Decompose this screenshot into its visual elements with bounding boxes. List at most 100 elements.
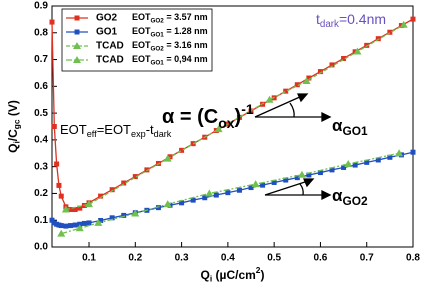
text-part: = 0,94 nm [164,54,208,64]
text-part: ) [260,268,264,282]
x-axis-label: Qi (µC/cm2) [201,265,265,283]
angle-arrows [254,93,332,201]
point [225,121,231,127]
point [86,220,92,226]
point [294,175,300,181]
text-part: α [332,116,343,135]
point [190,197,196,203]
arrow [254,95,303,118]
point [109,215,115,221]
y-axis-label: Qi/Cgc (V) [6,100,22,153]
point [72,222,78,228]
y-tick-label: 0.4 [34,135,48,146]
point [121,212,127,218]
text-part: EOT [132,40,151,50]
text-part: ) [235,106,242,128]
text-part: EOT [132,54,151,64]
text-part: i [12,141,22,143]
point [283,177,289,183]
point [81,220,87,226]
point [63,223,69,229]
y-tick-label: 0.2 [34,188,48,199]
point [57,229,66,237]
series-line [61,152,400,235]
point [317,69,323,75]
y-tick-label: 0.3 [34,161,48,172]
arrow-head [321,111,332,123]
point [271,179,277,185]
text-part: i [210,274,212,284]
point [131,209,140,217]
x-tick-label: 0.3 [175,253,189,264]
point [294,82,300,88]
point [283,88,289,94]
annotation: α = (Cox)-1 [162,101,254,131]
point [251,180,260,188]
point [144,167,150,173]
point [265,95,274,103]
point [297,170,306,178]
point [236,114,242,120]
legend-label: EOTGO1 = 1.28 nm [132,26,208,38]
point [58,223,64,229]
text-part: -1 [241,101,254,117]
point [85,200,94,208]
x-tick-label: 0.6 [313,253,327,264]
point [163,154,172,162]
point [399,20,408,28]
x-tick-label: 0.5 [267,253,281,264]
point [395,149,404,157]
point [352,162,358,168]
text-part: ox [218,115,235,131]
point [54,161,60,167]
text-part: Q [201,268,210,282]
angle-arc [289,102,295,118]
annotation: EOTeff=EOTexp-tdark [60,122,172,139]
legend-label: EOTGO2 = 3.57 nm [132,12,208,24]
legend-name: TCAD [96,55,124,66]
legend-label: EOTGO1 = 0,94 nm [132,54,208,66]
x-tick-label: 0.4 [221,253,235,264]
text-part: -t [146,122,154,137]
point [49,217,55,223]
point [260,182,266,188]
point [213,192,219,198]
text-part: (µC/cm [212,268,256,282]
point [341,164,347,170]
point [75,224,84,232]
point [132,174,138,180]
point [163,200,172,208]
point [56,182,62,188]
annotation: αGO2 [332,186,368,208]
text-part: GO1 [342,124,367,138]
point [109,187,115,193]
point [306,172,312,178]
point [302,76,311,84]
point [387,29,393,35]
point [121,180,127,186]
point [61,205,70,213]
point [94,218,103,226]
point [51,124,57,129]
angle-arc [299,183,304,196]
text-part: GO2 [342,194,367,208]
text-part: α = (C [162,106,218,128]
text-part: = 3.57 nm [164,12,208,22]
point [77,205,83,211]
text-part: GO2 [151,17,165,24]
point [77,221,83,227]
arrow-head [297,93,309,103]
text-part: GO1 [151,59,165,66]
point [248,185,254,191]
text-part: α [332,186,343,205]
point [353,47,362,55]
legend-marker [74,15,80,21]
arrow-head [321,189,332,201]
x-tick-label: 0.1 [82,253,96,264]
point [225,190,231,196]
text-part: exp [131,129,146,139]
x-tick-label: 0.2 [128,253,142,264]
point [375,36,381,42]
series-line [65,24,405,211]
point [329,62,335,68]
